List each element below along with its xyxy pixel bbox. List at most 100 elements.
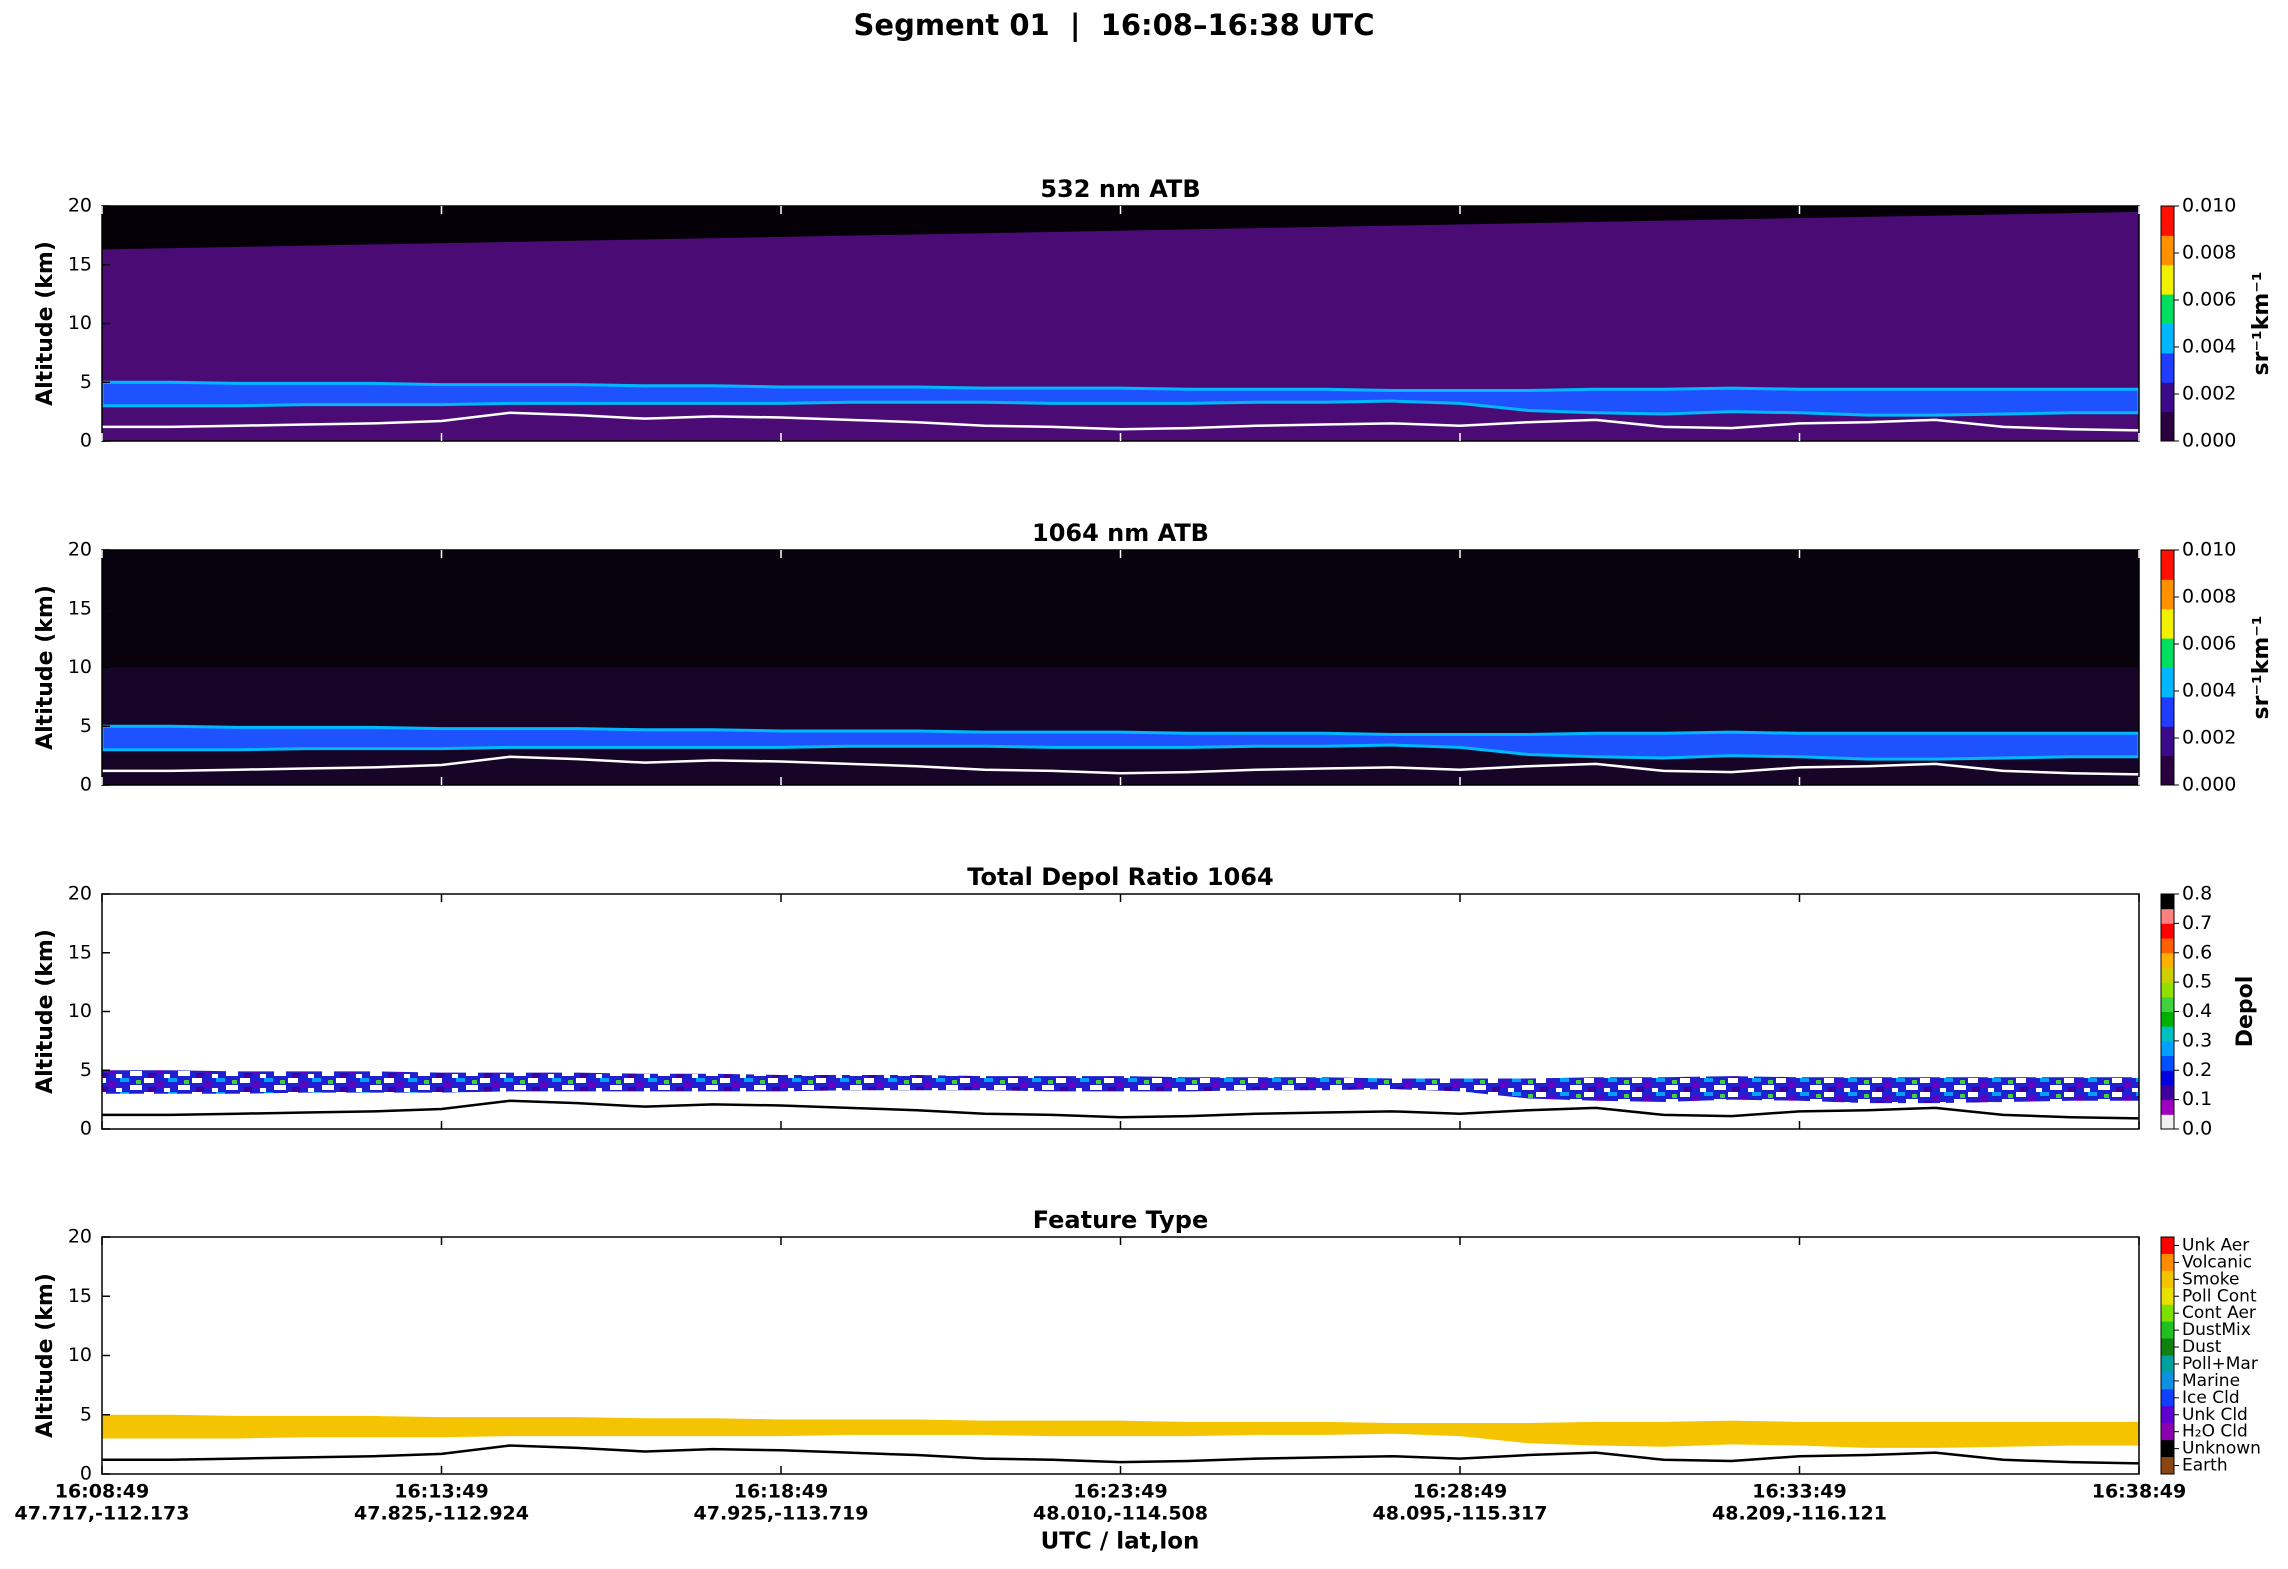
colorbar-swatch: [2161, 1355, 2174, 1373]
y-tick-label: 5: [80, 1403, 92, 1425]
colorbar-frame: [2160, 1236, 2175, 1475]
colorbar-swatch: [2161, 206, 2174, 236]
colorbar-swatch: [2161, 1099, 2174, 1115]
x-tick-label: 16:08:49: [55, 1481, 150, 1503]
colorbar-tick-label: 0.0: [2182, 1118, 2212, 1140]
y-tick-label: 20: [68, 195, 92, 217]
y-tick-label: 15: [68, 1285, 92, 1307]
colorbar-swatch: [2161, 726, 2174, 757]
colorbar-swatch: [2161, 294, 2174, 324]
aerosol-layer: [102, 1070, 2139, 1104]
colorbar-swatch: [2161, 1253, 2174, 1272]
y-tick-label: 15: [68, 253, 92, 275]
colorbar-tick-label: 0.008: [2182, 242, 2236, 264]
colorbar-swatch: [2161, 894, 2174, 910]
y-tick-label: 15: [68, 597, 92, 619]
x-tick-label: 16:38:49: [2092, 1481, 2187, 1503]
colorbar-swatch: [2161, 1070, 2174, 1086]
legend-label: Ice Cld: [2182, 1388, 2240, 1408]
y-tick-label: 5: [80, 371, 92, 393]
y-axis-label: Altitude (km): [33, 1273, 58, 1438]
colorbar-tick-label: 0.6: [2182, 941, 2212, 963]
x-axis-label: UTC / lat,lon: [1041, 1529, 1200, 1555]
colorbar-tick-label: 0.010: [2182, 195, 2236, 217]
colorbar-tick-label: 0.1: [2182, 1088, 2212, 1110]
colorbar-swatch: [2161, 638, 2174, 668]
panel-title: 532 nm ATB: [1040, 175, 1200, 203]
colorbar-tick-label: 0.008: [2182, 586, 2236, 608]
colorbar-swatch: [2161, 696, 2174, 727]
colorbar-frame: [2160, 205, 2175, 442]
colorbar-swatch: [2161, 967, 2174, 983]
legend-label: Earth: [2182, 1456, 2228, 1476]
colorbar-swatch: [2161, 982, 2174, 998]
plot-area: [102, 894, 2139, 1129]
legend-label: DustMix: [2182, 1320, 2251, 1340]
plot-area: [102, 1237, 2139, 1474]
colorbar-tick-label: 0.4: [2182, 1000, 2212, 1022]
colorbar-label: sr⁻¹km⁻¹: [2249, 272, 2274, 376]
y-tick-label: 0: [80, 774, 92, 796]
legend-label: H₂O Cld: [2182, 1422, 2248, 1442]
y-tick-label: 0: [80, 1463, 92, 1485]
legend-label: Marine: [2182, 1371, 2240, 1391]
colorbar-swatch: [2161, 1287, 2174, 1306]
colorbar-swatch: [2161, 952, 2174, 968]
y-tick-label: 10: [68, 1344, 92, 1366]
colorbar-swatch: [2161, 235, 2174, 266]
aerosol-layer: [102, 380, 2139, 417]
x-tick-sublabel: 48.010,-114.508: [1033, 1503, 1208, 1525]
colorbar-tick-label: 0.3: [2182, 1029, 2212, 1051]
colorbar-swatch: [2161, 1270, 2174, 1289]
colorbar-tick-label: 0.002: [2182, 383, 2236, 405]
colorbar-swatch: [2161, 1321, 2174, 1340]
figure-title: Segment 01 | 16:08–16:38 UTC: [854, 8, 1375, 42]
y-axis-label: Altitude (km): [33, 929, 58, 1094]
y-tick-label: 0: [80, 430, 92, 452]
surface-line: [102, 1099, 2139, 1120]
plot-area: [102, 206, 2139, 441]
colorbar-swatch: [2161, 1237, 2174, 1255]
colorbar-tick-label: 0.2: [2182, 1059, 2212, 1081]
colorbar-swatch: [2161, 996, 2174, 1012]
legend-label: Cont Aer: [2182, 1303, 2256, 1323]
y-tick-label: 15: [68, 941, 92, 963]
surface-line: [102, 1444, 2139, 1465]
plot-area: [102, 550, 2139, 785]
colorbar-swatch: [2161, 667, 2174, 698]
y-axis-label: Altitude (km): [33, 241, 58, 406]
colorbar-swatch: [2161, 1406, 2174, 1424]
colorbar-swatch: [2161, 264, 2174, 295]
colorbar-frame: [2160, 549, 2175, 786]
colorbar-tick-label: 0.006: [2182, 289, 2236, 311]
legend-label: Volcanic: [2182, 1252, 2252, 1272]
colorbar-tick-label: 0.000: [2182, 774, 2236, 796]
y-tick-label: 20: [68, 539, 92, 561]
colorbar-swatch: [2161, 1011, 2174, 1027]
x-tick-sublabel: 47.717,-112.173: [15, 1503, 190, 1525]
legend-label: Poll+Mar: [2182, 1354, 2258, 1374]
legend-label: Dust: [2182, 1337, 2222, 1357]
x-tick-sublabel: 47.925,-113.719: [694, 1503, 869, 1525]
y-axis-label: Altitude (km): [33, 585, 58, 750]
y-tick-label: 0: [80, 1118, 92, 1140]
legend-label: Unk Cld: [2182, 1405, 2248, 1425]
colorbar-label: sr⁻¹km⁻¹: [2249, 616, 2274, 720]
colorbar-swatch: [2161, 1440, 2174, 1458]
x-tick-sublabel: 48.095,-115.317: [1373, 1503, 1548, 1525]
colorbar-swatch: [2161, 755, 2174, 786]
x-tick-sublabel: 48.209,-116.121: [1712, 1503, 1887, 1525]
colorbar-swatch: [2161, 608, 2174, 639]
y-tick-label: 5: [80, 1059, 92, 1081]
panel-title: Feature Type: [1033, 1206, 1209, 1234]
colorbar-swatch: [2161, 352, 2174, 383]
aerosol-layer: [102, 1414, 2139, 1448]
surface-line: [102, 411, 2139, 432]
colorbar-swatch: [2161, 411, 2174, 442]
y-tick-label: 10: [68, 1000, 92, 1022]
colorbar-tick-label: 0.002: [2182, 727, 2236, 749]
panel-title: Total Depol Ratio 1064: [967, 863, 1273, 891]
legend-label: Poll Cont: [2182, 1286, 2257, 1306]
colorbar-tick-label: 0.010: [2182, 539, 2236, 561]
